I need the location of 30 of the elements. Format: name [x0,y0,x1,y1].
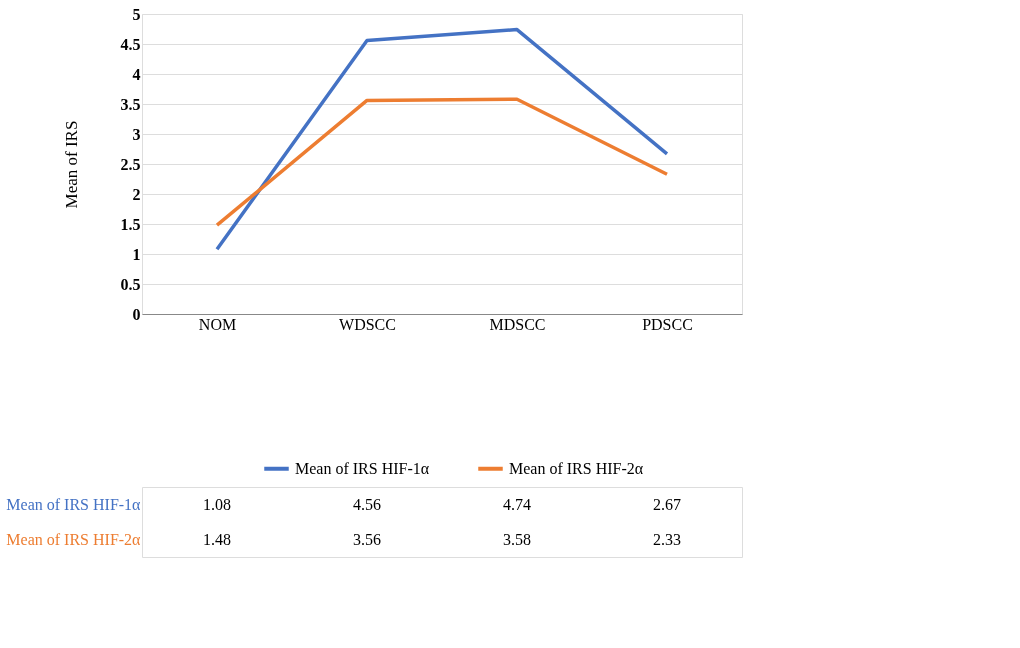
data-label: 1.48 [203,530,231,548]
y-tick-label: 4.5 [120,35,141,53]
data-label: 2.67 [653,495,681,513]
y-tick-label: 1 [132,245,141,263]
y-tick-label: 4 [132,65,141,83]
x-tick-label: MDSCC [489,315,546,333]
legend-label: Mean of IRS HIF-2α [509,459,644,477]
y-tick-label: 1.5 [120,215,141,233]
y-axis-title: Mean of IRS [61,120,81,209]
data-label: 3.58 [503,530,531,548]
text: Mean of IRS HIF-2α [6,531,141,548]
data-label: 4.56 [353,495,381,513]
line-series [215,27,669,251]
data-label: 2.33 [653,530,681,548]
y-tick-label: 2.5 [120,155,141,173]
y-tick-label: 5 [132,5,141,23]
y-tick-label: 0.5 [120,275,141,293]
x-tick-label: NOM [198,315,237,333]
x-tick-label: WDSCC [339,315,396,333]
data-label: 3.56 [353,530,381,548]
y-tick-label: 0 [132,305,141,323]
text: Mean of IRS HIF-1α [6,496,141,513]
data-label: 4.74 [503,495,531,513]
y-tick-label: 2 [132,185,141,203]
legend-label: Mean of IRS HIF-1α [295,459,430,477]
x-tick-label: PDSCC [642,315,693,333]
y-tick-label: 3 [132,125,141,143]
line-series [215,97,669,227]
data-label: 1.08 [203,495,231,513]
y-tick-label: 3.5 [120,95,141,113]
